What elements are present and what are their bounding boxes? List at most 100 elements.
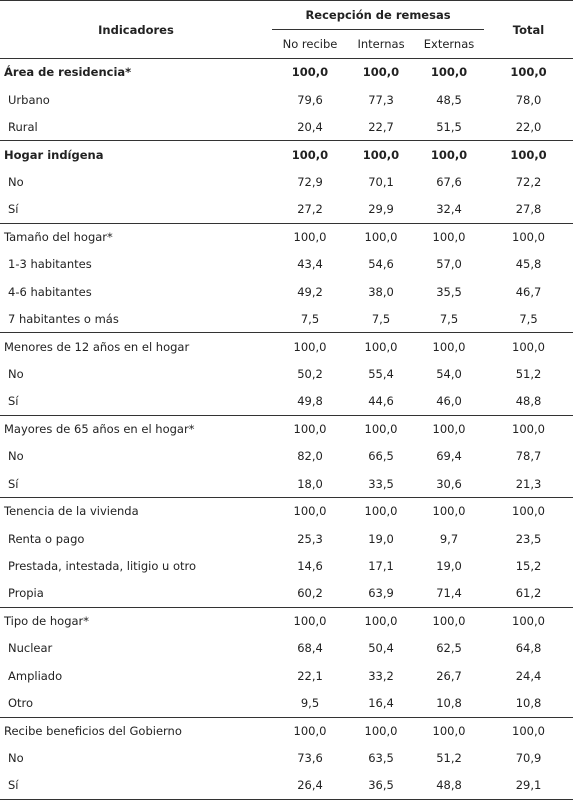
cell-value: 77,3 — [368, 92, 394, 107]
cell-value: 36,5 — [348, 771, 414, 800]
cell-value: 63,9 — [368, 586, 394, 601]
table-row: Área de residencia* 100,0 100,0 100,0 100,0 — [0, 57, 573, 86]
cell-value: 100,0 — [414, 332, 485, 361]
table-row: 7 habitantes o más 7,5 7,5 7,5 7,5 — [0, 305, 573, 332]
cell-value: 22,0 — [515, 119, 542, 134]
cell-value: 54,0 — [436, 367, 462, 382]
cell-value: 100,0 — [272, 222, 348, 251]
row-label: No — [8, 449, 24, 464]
table-row: Urbano 79,6 77,3 48,5 78,0 — [0, 86, 573, 113]
cell-value: 35,5 — [436, 284, 462, 299]
cell-value: 100,0 — [272, 716, 348, 745]
table-row: Menores de 12 años en el hogar 100,0 100,0… — [0, 332, 573, 361]
cell-value: 48,8 — [515, 394, 542, 409]
table-row: Tipo de hogar* 100,0 100,0 100,0 100,0 — [0, 606, 573, 635]
cell-value: 100,0 — [348, 496, 414, 525]
cell-value: 72,2 — [515, 174, 542, 189]
cell-value: 78,0 — [515, 92, 542, 107]
cell-value: 100,0 — [484, 716, 573, 745]
cell-value: 62,5 — [436, 641, 462, 656]
cell-value: 100,0 — [272, 57, 348, 86]
cell-value: 57,0 — [436, 257, 462, 272]
cell-value: 67,6 — [436, 174, 462, 189]
row-label: Hogar indígena — [0, 140, 272, 169]
cell-value: 82,0 — [297, 449, 323, 464]
row-label: Tipo de hogar* — [0, 606, 272, 635]
cell-value: 68,4 — [297, 641, 323, 656]
cell-value: 100,0 — [348, 414, 414, 443]
cell-value: 44,6 — [368, 394, 394, 409]
row-label: 4-6 habitantes — [8, 284, 92, 299]
row-label: Tamaño del hogar* — [0, 222, 272, 251]
header-cell: Recepción de remesas — [272, 0, 485, 30]
cell-value: 100,0 — [484, 140, 573, 169]
header-cell: Indicadores — [0, 0, 272, 59]
cell-value: 38,0 — [368, 284, 394, 299]
row-label: Otro — [8, 696, 34, 711]
cell-value: 100,0 — [348, 222, 414, 251]
cell-value: 18,0 — [297, 476, 323, 491]
cell-value: 100,0 — [484, 222, 573, 251]
row-label: Recibe beneficios del Gobierno — [0, 716, 272, 745]
cell-value: 51,5 — [436, 119, 462, 134]
cell-value: 100,0 — [414, 414, 485, 443]
header-cell: Total — [484, 0, 573, 59]
header-cell: Internas — [348, 29, 414, 59]
row-label: Tenencia de la vivienda — [0, 496, 272, 525]
table-row: Otro 9,5 16,4 10,8 10,8 — [0, 690, 573, 717]
cell-value: 7,5 — [439, 311, 459, 326]
cell-value: 46,7 — [515, 284, 542, 299]
table-row: Tamaño del hogar* 100,0 100,0 100,0 100,0 — [0, 222, 573, 251]
cell-value: 7,5 — [300, 311, 320, 326]
cell-value: 100,0 — [348, 140, 414, 169]
cell-value: 100,0 — [414, 716, 485, 745]
row-label: Sí — [8, 202, 19, 217]
header-cell: Externas — [414, 29, 485, 59]
cell-value: 100,0 — [484, 414, 573, 443]
row-label: Área de residencia* — [0, 57, 272, 86]
table-row: Sí 49,8 44,6 46,0 48,8 — [0, 388, 573, 415]
cell-value: 100,0 — [414, 222, 485, 251]
cell-value: 48,5 — [436, 92, 462, 107]
cell-value: 100,0 — [414, 606, 485, 635]
cell-value: 50,4 — [368, 641, 394, 656]
row-label: No — [8, 367, 24, 382]
cell-value: 46,0 — [436, 394, 462, 409]
row-label: Urbano — [8, 92, 50, 107]
cell-value: 70,1 — [368, 174, 394, 189]
cell-value: 25,3 — [297, 531, 323, 546]
cell-value: 24,4 — [515, 668, 542, 683]
cell-value: 27,8 — [515, 202, 542, 217]
row-label: Propia — [8, 586, 44, 601]
cell-value: 17,1 — [368, 559, 394, 574]
cell-value: 100,0 — [414, 140, 485, 169]
cell-value: 32,4 — [436, 202, 462, 217]
cell-value: 9,7 — [439, 531, 459, 546]
cell-value: 15,2 — [515, 559, 542, 574]
table-row: Recibe beneficios del Gobierno 100,0 100,0… — [0, 716, 573, 745]
cell-value: 10,8 — [515, 696, 542, 711]
table-body: Área de residencia* 100,0 100,0 100,0 100,0 U… — [0, 57, 573, 800]
cell-value: 100,0 — [348, 716, 414, 745]
cell-value: 33,2 — [368, 668, 394, 683]
cell-value: 43,4 — [297, 257, 323, 272]
cell-value: 61,2 — [515, 586, 542, 601]
row-label: Sí — [8, 476, 19, 491]
row-label: Renta o pago — [8, 531, 85, 546]
cell-value: 69,4 — [436, 449, 462, 464]
table-row: Renta o pago 25,3 19,0 9,7 23,5 — [0, 525, 573, 552]
cell-value: 78,7 — [515, 449, 542, 464]
row-label: Prestada, intestada, litigio u otro — [8, 559, 197, 574]
cell-value: 49,2 — [297, 284, 323, 299]
cell-value: 45,8 — [515, 257, 542, 272]
cell-value: 100,0 — [484, 57, 573, 86]
cell-value: 100,0 — [348, 606, 414, 635]
cell-value: 26,7 — [436, 668, 462, 683]
row-label: 7 habitantes o más — [8, 311, 119, 326]
table-row: No 73,6 63,5 51,2 70,9 — [0, 744, 573, 771]
cell-value: 22,1 — [297, 668, 323, 683]
cell-value: 26,4 — [272, 771, 348, 800]
cell-value: 60,2 — [297, 586, 323, 601]
